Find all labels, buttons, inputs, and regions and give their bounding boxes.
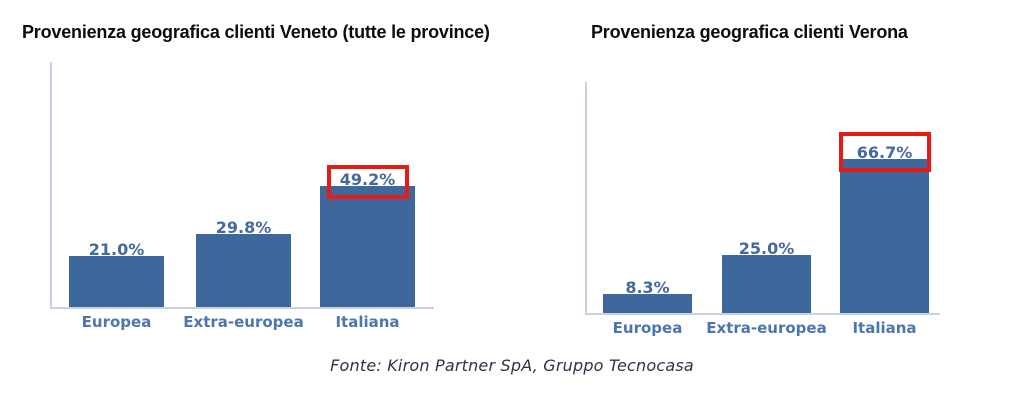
bar-extra-europea [722, 255, 811, 313]
bar-italiana [320, 186, 415, 307]
category-label-italiana: Italiana [852, 319, 917, 337]
category-label-europea: Europea [612, 319, 683, 337]
source-note: Fonte: Kiron Partner SpA, Gruppo Tecnoca… [330, 356, 694, 375]
value-label-italiana: 49.2% [339, 170, 396, 189]
chart-title-verona: Provenienza geografica clienti Verona [591, 22, 908, 42]
value-label-italiana: 66.7% [856, 143, 913, 162]
category-label-extra-europea: Extra-europea [183, 313, 304, 331]
bar-italiana [840, 159, 929, 313]
value-label-europea: 21.0% [88, 240, 145, 259]
plot-area-veneto: 21.0% Europea 29.8% Extra-europea 49.2% Itali… [50, 62, 434, 331]
category-label-italiana: Italiana [335, 313, 400, 331]
highlight-box-italiana [326, 165, 409, 199]
value-label-extra-europea: 29.8% [215, 218, 272, 237]
plot-area-verona: 8.3% Europea 25.0% Extra-europea 66.7% Italia… [585, 82, 940, 337]
value-label-europea: 8.3% [625, 278, 670, 297]
bar-europea [603, 294, 692, 313]
bar-extra-europea [196, 234, 291, 307]
highlight-box-italiana [838, 132, 931, 172]
category-label-europea: Europea [81, 313, 152, 331]
chart-title-veneto: Provenienza geografica clienti Veneto (t… [22, 22, 490, 42]
bar-europea [69, 256, 164, 307]
value-label-extra-europea: 25.0% [738, 239, 795, 258]
category-label-extra-europea: Extra-europea [706, 319, 827, 337]
